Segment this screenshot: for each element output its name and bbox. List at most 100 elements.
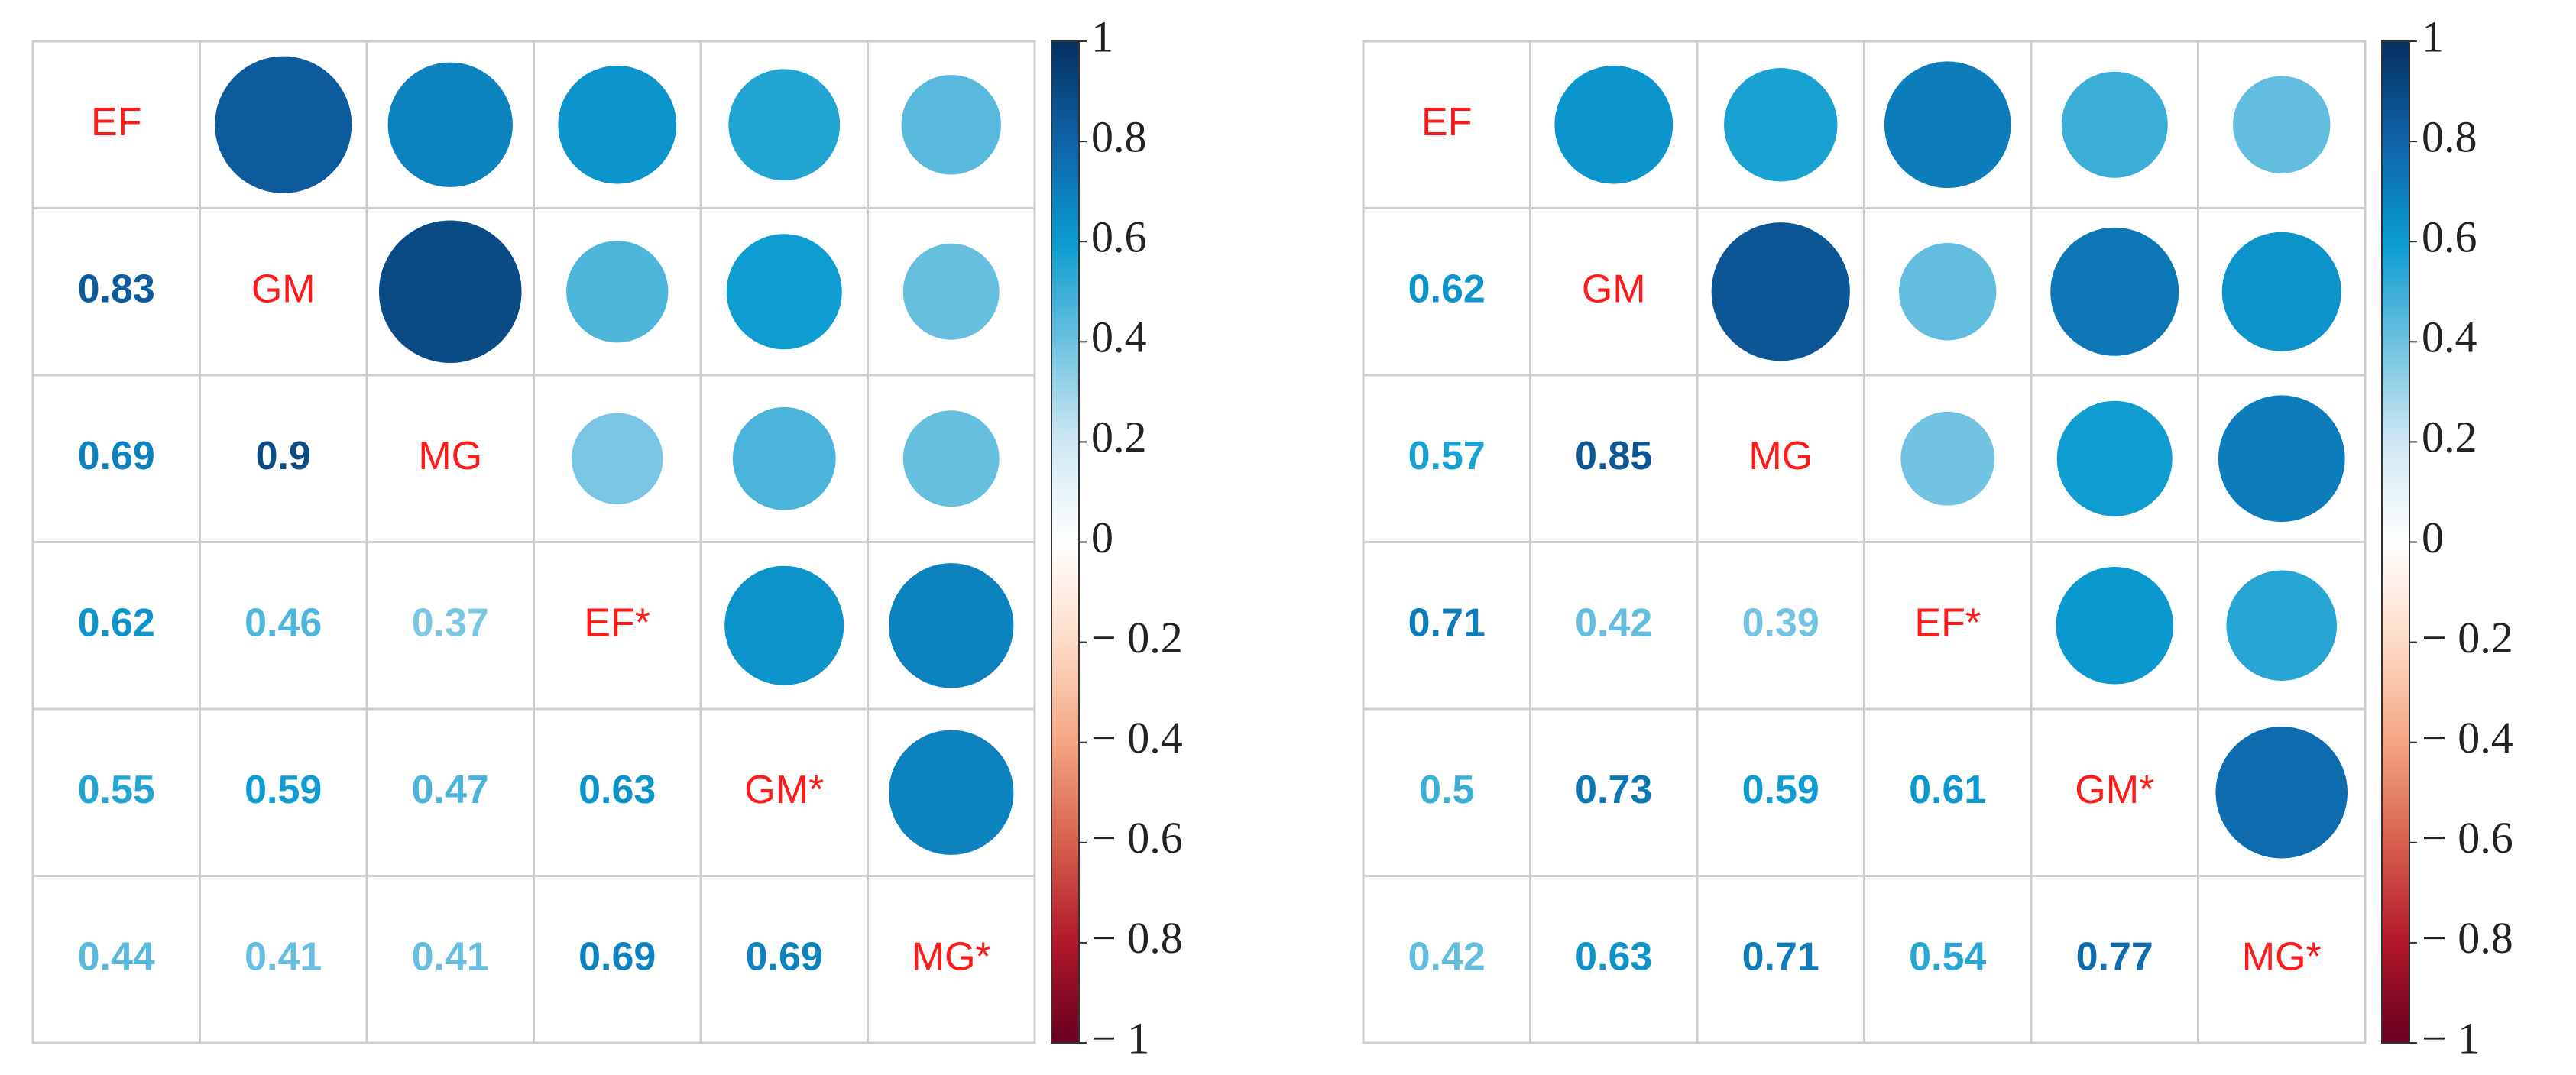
correlation-circle <box>889 730 1014 855</box>
correlation-value: 0.77 <box>2076 934 2153 979</box>
correlation-circle <box>215 56 352 193</box>
cell <box>1362 875 1531 1044</box>
cell <box>699 875 869 1044</box>
correlation-circle <box>724 565 844 685</box>
cell <box>1696 541 1865 711</box>
variable-label: EF <box>1421 100 1472 144</box>
variable-label: MG <box>1748 434 1813 478</box>
colorbar-tick-label: 0.8 <box>2422 112 2477 161</box>
correlation-circle <box>2233 76 2331 173</box>
colorbar-tick-label: 0 <box>1091 513 1113 562</box>
colorbar-tick-label: − 0.6 <box>2422 813 2513 863</box>
colorbar-tick-label: 0.4 <box>1091 312 1147 362</box>
colorbar-tick-label: 0.2 <box>2422 413 2477 462</box>
cell <box>867 875 1036 1044</box>
correlation-value: 0.71 <box>1742 934 1819 979</box>
correlation-circle <box>2226 570 2338 682</box>
colorbar-tick-label: − 0.4 <box>1091 713 1183 763</box>
cell <box>1362 207 1531 377</box>
colorbar-tick-label: 0.6 <box>1091 212 1147 262</box>
cell <box>1362 707 1531 877</box>
cell <box>365 707 535 877</box>
correlation-value: 0.44 <box>78 934 155 979</box>
correlation-value: 0.61 <box>1909 768 1986 812</box>
correlation-value: 0.62 <box>78 601 155 645</box>
correlation-value: 0.9 <box>256 434 311 478</box>
variable-label: GM <box>251 267 316 311</box>
colorbar-tick-label: − 0.8 <box>2422 913 2513 963</box>
correlation-circle <box>387 62 513 187</box>
colorbar-tick-label: − 0.2 <box>1091 613 1183 662</box>
colorbar-tick-label: 0.6 <box>2422 212 2477 262</box>
cell <box>2197 875 2367 1044</box>
correlation-circle <box>378 220 522 364</box>
correlation-circle <box>901 75 1001 175</box>
correlation-value: 0.46 <box>245 601 322 645</box>
variable-label: EF* <box>584 601 650 645</box>
colorbar-tick-label: − 1 <box>2422 1013 2480 1063</box>
correlation-circle <box>902 243 1000 340</box>
cell <box>1529 207 1699 377</box>
cell <box>2030 707 2199 877</box>
colorbar-tick-label: 0.8 <box>1091 112 1147 161</box>
correlation-value: 0.42 <box>1575 601 1652 645</box>
corrplot-panel: EF GM 0.83 MG 0.69 0.9 EF* 0.62 0.46 0.37 GM* 0.55 0… <box>31 11 1183 1063</box>
correlation-circle <box>2056 566 2174 685</box>
cell <box>1362 541 1531 711</box>
correlation-value: 0.57 <box>1408 434 1486 478</box>
colorbar-tick-label: 0 <box>2422 513 2444 562</box>
correlation-circle <box>558 65 677 184</box>
colorbar-tick-label: 1 <box>1091 11 1113 61</box>
cell <box>1362 374 1531 543</box>
correlation-circle <box>2218 395 2345 523</box>
variable-label: MG* <box>2242 934 2322 979</box>
cell <box>199 374 368 543</box>
correlation-circle <box>2215 726 2348 859</box>
variable-label: MG <box>418 434 482 478</box>
cell <box>31 374 201 543</box>
correlation-value: 0.83 <box>78 267 155 311</box>
correlation-value: 0.39 <box>1742 601 1819 645</box>
cell <box>2030 875 2199 1044</box>
cell <box>1696 875 1865 1044</box>
correlation-circle <box>571 413 663 505</box>
correlation-circle <box>1884 61 2011 189</box>
correlation-value: 0.69 <box>78 434 155 478</box>
correlation-circle <box>1899 243 1997 341</box>
correlation-value: 0.59 <box>1742 768 1819 812</box>
correlation-circle <box>1711 222 1850 361</box>
correlation-circle <box>566 241 669 343</box>
colorbar-tick-label: − 0.8 <box>1091 913 1183 963</box>
correlation-value: 0.47 <box>412 768 489 812</box>
colorbar-tick-label: − 0.4 <box>2422 713 2513 763</box>
correlation-circle <box>889 563 1014 688</box>
cell <box>199 207 368 377</box>
cell <box>1863 875 2033 1044</box>
correlation-value: 0.37 <box>412 601 489 645</box>
correlation-circle <box>2050 227 2179 356</box>
cell <box>1529 541 1699 711</box>
variable-label: GM* <box>2075 768 2154 812</box>
correlation-circle <box>1900 411 1995 506</box>
correlation-value: 0.73 <box>1575 768 1652 812</box>
cell <box>533 707 702 877</box>
cell <box>31 875 201 1044</box>
cell <box>31 40 201 209</box>
corrplot-panel: EF GM 0.62 MG 0.57 0.85 EF* 0.71 0.42 0.39 GM* 0.5 0… <box>1362 11 2513 1063</box>
correlation-value: 0.41 <box>245 934 322 979</box>
variable-label: EF* <box>1914 601 1981 645</box>
cell <box>1863 541 2033 711</box>
correlation-value: 0.71 <box>1408 601 1486 645</box>
correlation-value: 0.69 <box>746 934 823 979</box>
correlation-circle <box>2056 400 2173 516</box>
cell <box>1529 707 1699 877</box>
correlation-value: 0.85 <box>1575 434 1652 478</box>
correlation-value: 0.69 <box>578 934 656 979</box>
cell <box>699 707 869 877</box>
variable-label: GM <box>1582 267 1646 311</box>
correlation-circle <box>2221 232 2341 351</box>
correlation-value: 0.41 <box>412 934 489 979</box>
correlation-value: 0.54 <box>1909 934 1986 979</box>
correlation-value: 0.42 <box>1408 934 1486 979</box>
